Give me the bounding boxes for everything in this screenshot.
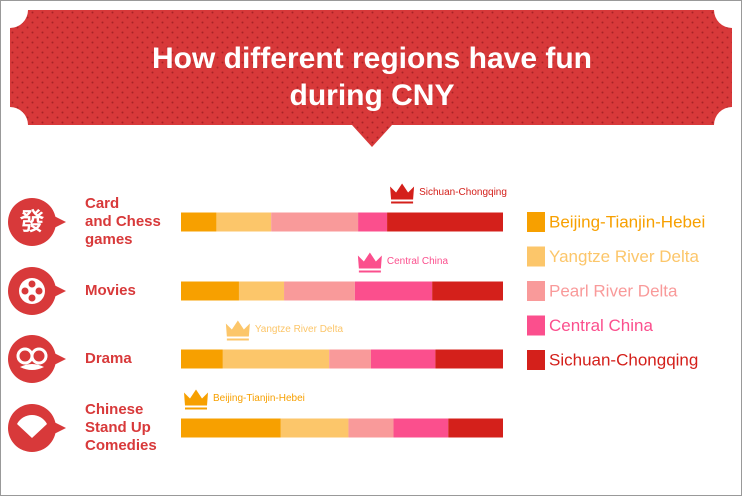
icon-pointer [54,353,66,365]
film-hole [28,280,36,288]
mask-mustache [20,364,44,370]
bar-segment [181,418,281,438]
film-hole [28,294,36,302]
category-label: Chinese Stand Up Comedies [85,401,157,454]
chart-title: How different regions have fun during CNY [152,42,592,112]
bar-segment [348,418,394,438]
bar-segment [435,349,503,369]
bar-segment [354,281,433,301]
film-reel-icon [19,278,45,304]
bar-segment [181,212,217,232]
film-hole [35,287,43,295]
icon-pointer [54,216,66,228]
crown-icon [357,252,382,273]
legend-swatch [527,315,545,336]
icon-pointer [54,285,66,297]
crown-icon [184,389,208,410]
category-label: Drama [85,350,132,367]
category-label: Card and Chess games [85,195,161,248]
bar-segment [181,349,223,369]
bar-segment [393,418,449,438]
fan-icon [17,415,47,438]
legend-label: Yangtze River Delta [549,247,699,266]
icon-pointer [54,422,66,434]
bar-segment [222,349,330,369]
legend-swatch [527,350,545,370]
bar-segment [271,212,359,232]
title-banner [10,10,732,147]
category-icon-circle [8,198,56,246]
bar-segment [284,281,355,301]
category-label: Movies [85,282,136,299]
bar-segment [216,212,272,232]
legend-label: Sichuan-Chongqing [549,350,698,369]
legend-swatch [527,246,545,267]
legend-label: Central China [549,316,653,335]
bar-segment [432,281,503,301]
crown-icon [225,320,250,341]
mask-eye [30,347,48,365]
legend-label: Pearl River Delta [549,281,678,300]
bar-segment [448,418,503,438]
leader-label: Central China [387,256,449,267]
crown-icon [390,183,415,204]
bar-segment [181,281,239,301]
legend-swatch [527,212,545,232]
leader-label: Sichuan-Chongqing [419,187,507,198]
bar-segment [370,349,436,369]
icon-glyph: 發 [19,208,44,235]
film-hole [21,287,29,295]
leader-label: Beijing-Tianjin-Hebei [213,393,305,404]
leader-label: Yangtze River Delta [255,324,344,335]
bar-segment [387,212,503,232]
legend-label: Beijing-Tianjin-Hebei [549,212,705,231]
bar-segment [358,212,388,232]
bar-segment [238,281,285,301]
bar-segment [329,349,371,369]
legend-swatch [527,281,545,301]
bar-segment [280,418,349,438]
